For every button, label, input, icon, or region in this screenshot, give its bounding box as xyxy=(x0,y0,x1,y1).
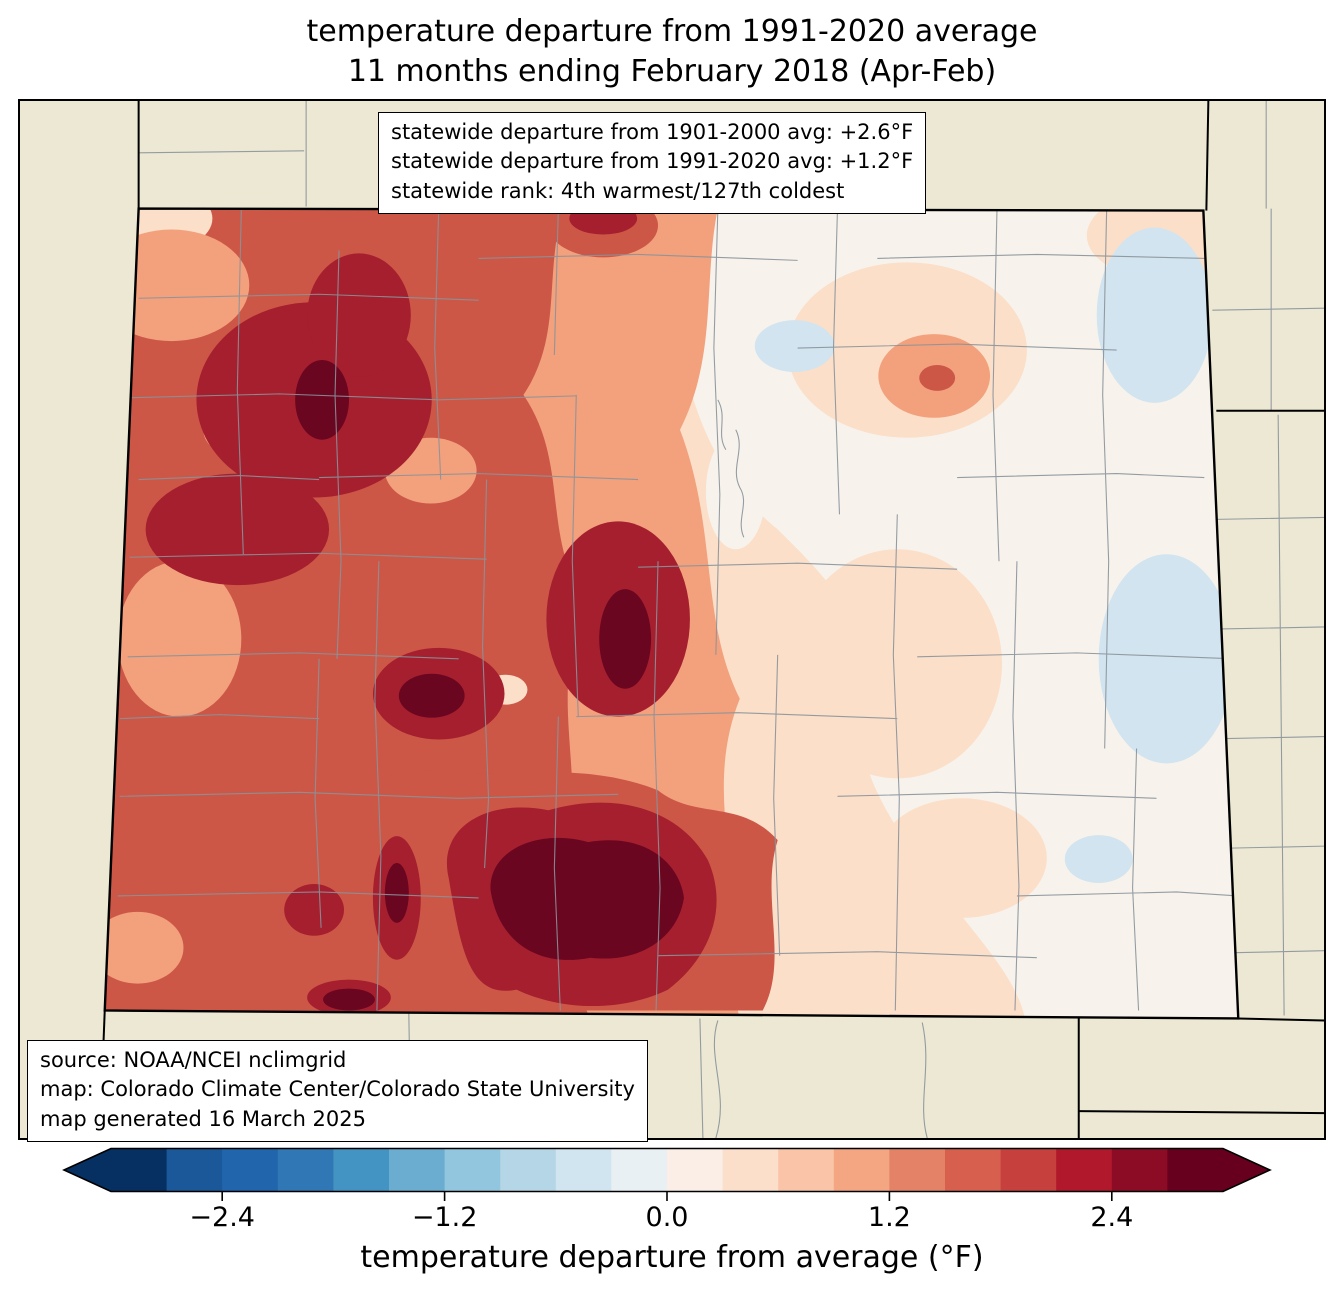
colorbar-segment xyxy=(1167,1148,1224,1192)
colorbar-segment xyxy=(444,1148,501,1192)
stats-line-1: statewide departure from 1901-2000 avg: … xyxy=(391,120,914,144)
colorbar-segment xyxy=(611,1148,668,1192)
colorbar-segment xyxy=(667,1148,724,1192)
colorbar-ticks: −2.4 −1.2 0.0 1.2 2.4 xyxy=(63,1202,1271,1236)
figure-title: temperature departure from 1991-2020 ave… xyxy=(0,12,1344,91)
colorbar-tick-label: 1.2 xyxy=(867,1202,911,1233)
colorbar-axis-label: temperature departure from average (°F) xyxy=(360,1240,984,1275)
colorbar-segment xyxy=(778,1148,835,1192)
colorbar-segment xyxy=(1000,1148,1057,1192)
title-line-1: temperature departure from 1991-2020 ave… xyxy=(306,14,1038,49)
colorbar-segment xyxy=(833,1148,890,1192)
source-line-3: map generated 16 March 2025 xyxy=(40,1106,367,1131)
colorbar-tick-label: 0.0 xyxy=(645,1202,689,1233)
colorbar-segment xyxy=(277,1148,334,1192)
colorbar-tick-label: −2.4 xyxy=(189,1202,255,1233)
stats-box: statewide departure from 1901-2000 avg: … xyxy=(378,112,927,215)
colorbar-segment xyxy=(389,1148,446,1192)
colorbar xyxy=(62,1147,1272,1203)
stats-line-3: statewide rank: 4th warmest/127th coldes… xyxy=(391,178,845,203)
source-box: source: NOAA/NCEI nclimgrid map: Colorad… xyxy=(27,1040,648,1143)
colorbar-under-arrow xyxy=(64,1148,111,1192)
outside-county-lines xyxy=(138,101,1324,1138)
colorbar-tick-label: 2.4 xyxy=(1090,1202,1134,1233)
colorbar-segment xyxy=(1056,1148,1113,1192)
colorado-county-lines xyxy=(117,208,1239,1011)
title-line-2: 11 months ending February 2018 (Apr-Feb) xyxy=(347,53,997,89)
map-frame: statewide departure from 1901-2000 avg: … xyxy=(18,99,1326,1143)
colorbar-tick-label: −1.2 xyxy=(411,1202,478,1233)
colorbar-segment xyxy=(166,1148,223,1192)
colorbar-segment xyxy=(945,1148,1002,1192)
colorbar-outline xyxy=(62,1147,1272,1193)
colorado-temperature-map xyxy=(20,101,1324,1138)
colorbar-segment xyxy=(111,1148,168,1192)
colorbar-segment xyxy=(1111,1148,1168,1192)
colorbar-segment xyxy=(333,1148,390,1192)
colorbar-segment xyxy=(555,1148,612,1192)
colorbar-over-arrow xyxy=(1223,1148,1270,1192)
colorbar-gradient xyxy=(62,1147,1272,1201)
colorbar-segment xyxy=(222,1148,279,1192)
stats-line-2: statewide departure from 1991-2020 avg: … xyxy=(391,149,914,174)
colorbar-segment xyxy=(500,1148,557,1192)
colorbar-segment xyxy=(722,1148,779,1192)
temperature-contours xyxy=(104,208,1239,1019)
source-line-2: map: Colorado Climate Center/Colorado St… xyxy=(40,1077,635,1102)
source-line-1: source: NOAA/NCEI nclimgrid xyxy=(40,1048,347,1072)
colorbar-segment xyxy=(889,1148,946,1192)
